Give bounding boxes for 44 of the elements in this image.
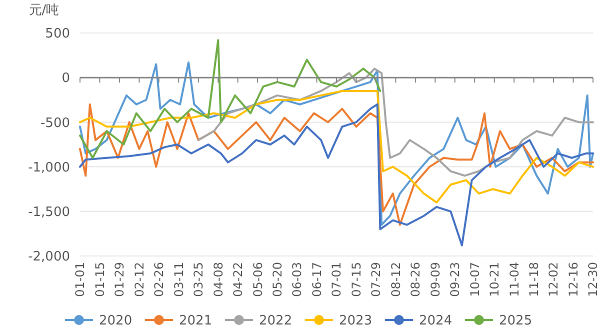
line-series: [79, 61, 594, 226]
x-tick-label: 10-07: [468, 262, 482, 297]
legend-label: 2021: [179, 314, 212, 329]
y-axis-title: 元/吨: [28, 3, 60, 18]
x-tick-label: 01-29: [112, 262, 127, 297]
x-tick-label: 02-12: [132, 262, 146, 297]
y-tick-label: -1,000: [28, 160, 70, 176]
x-tick-label: 09-09: [428, 262, 442, 297]
legend-label: 2020: [99, 314, 132, 329]
legend-label: 2022: [259, 314, 292, 329]
x-tick-label: 05-20: [270, 262, 285, 297]
x-tick-label: 12-16: [566, 262, 580, 297]
x-tick-label: 07-29: [369, 262, 384, 297]
x-tick-label: 06-03: [290, 262, 304, 297]
x-tick-label: 06-17: [310, 262, 324, 297]
x-tick-label: 03-25: [192, 262, 206, 297]
y-tick-label: -2,000: [28, 250, 70, 265]
x-tick-label: 12-02: [546, 262, 561, 297]
x-tick-label: 02-26: [152, 262, 166, 297]
x-tick-label: 04-22: [231, 262, 246, 297]
x-tick-label: 11-18: [527, 262, 542, 297]
x-tick-label: 08-12: [388, 262, 403, 297]
y-tick-label: 0: [62, 71, 70, 86]
y-tick-label: -500: [40, 116, 70, 131]
y-tick-label: -1,500: [28, 204, 70, 220]
x-tick-label: 05-06: [250, 262, 265, 297]
line-series: [79, 90, 594, 204]
x-tick-label: 11-04: [507, 262, 522, 297]
x-tick-label: 01-15: [92, 262, 107, 297]
x-tick-label: 03-11: [172, 262, 186, 297]
line-series: [197, 68, 594, 177]
x-tick-label: 04-08: [211, 262, 226, 297]
x-tick-label: 10-21: [488, 262, 502, 297]
y-tick-label: 500: [45, 26, 70, 42]
x-tick-label: 09-23: [448, 262, 462, 297]
x-tick-label: 08-26: [408, 262, 423, 297]
x-tick-label: 07-15: [349, 262, 364, 297]
legend-label: 2023: [339, 314, 372, 329]
x-tick-label: 01-01: [73, 262, 88, 297]
legend-label: 2024: [419, 314, 452, 329]
x-tick-label: 12-30: [586, 262, 600, 297]
line-series: [79, 39, 382, 159]
legend-label: 2025: [499, 314, 532, 329]
x-tick-label: 07-01: [330, 262, 344, 297]
